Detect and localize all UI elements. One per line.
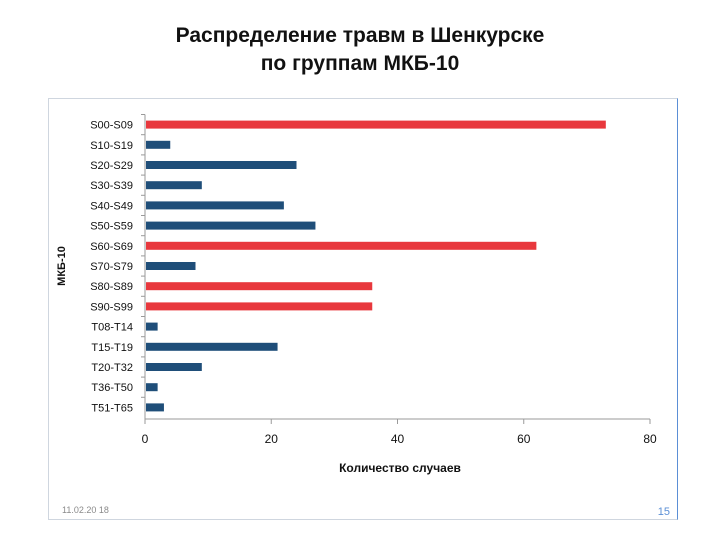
slide-title-line-2: по группам МКБ-10 [260,52,460,75]
category-label: T51-T65 [91,402,133,414]
bar-t20-t32 [146,363,202,371]
category-label: T15-T19 [91,342,133,354]
x-axis-label: Количество случаев [339,461,461,475]
category-label: S00-S09 [90,120,133,132]
bar-s20-s29 [146,161,297,169]
chart-frame [48,98,678,520]
x-axis: 0 20 40 60 80 [142,418,657,446]
category-label: S50-S59 [90,221,133,233]
bar-s00-s09 [146,120,606,129]
y-axis-label: МКБ-10 [56,246,68,286]
category-labels-group: S00-S09 S10-S19 S20-S29 S30-S39 S40-S49 S50-S… [90,120,133,415]
bar-s70-s79 [146,262,196,270]
bar-t51-t65 [146,403,164,412]
x-tick-label: 80 [643,432,657,446]
category-label: T20-T32 [91,362,133,374]
category-label: S10-S19 [90,140,133,152]
category-label: S60-S69 [90,241,133,253]
bar-s40-s49 [146,201,284,210]
bars-group [141,114,606,419]
category-label: S80-S89 [90,281,133,293]
category-label: S30-S39 [90,180,133,192]
category-label: S40-S49 [90,200,133,212]
bar-s10-s19 [146,140,171,149]
bar-t15-t19 [146,342,278,351]
page-number: 15 [657,506,670,518]
bar-t08-t14 [146,322,158,331]
category-label: T08-T14 [91,322,133,334]
x-tick-label: 0 [142,432,149,446]
category-label: S20-S29 [90,160,133,172]
bar-s30-s39 [146,181,202,190]
bar-s90-s99 [146,302,373,311]
x-tick-label: 40 [391,432,405,446]
bar-t36-t50 [146,383,158,392]
bar-s50-s59 [146,221,316,230]
x-tick-label: 60 [517,432,531,446]
category-label: S70-S79 [90,261,133,273]
slide-title-line-1: Распределение травм в Шенкурске [175,24,545,47]
slide-title: Распределение травм в Шенкурске по групп… [0,22,720,78]
category-label: S90-S99 [90,301,133,313]
bar-s60-s69 [146,241,537,250]
x-tick-label: 20 [265,432,279,446]
category-label: T36-T50 [91,382,133,394]
footer-date: 11.02.20 18 [62,505,109,515]
bar-s80-s89 [146,282,373,291]
